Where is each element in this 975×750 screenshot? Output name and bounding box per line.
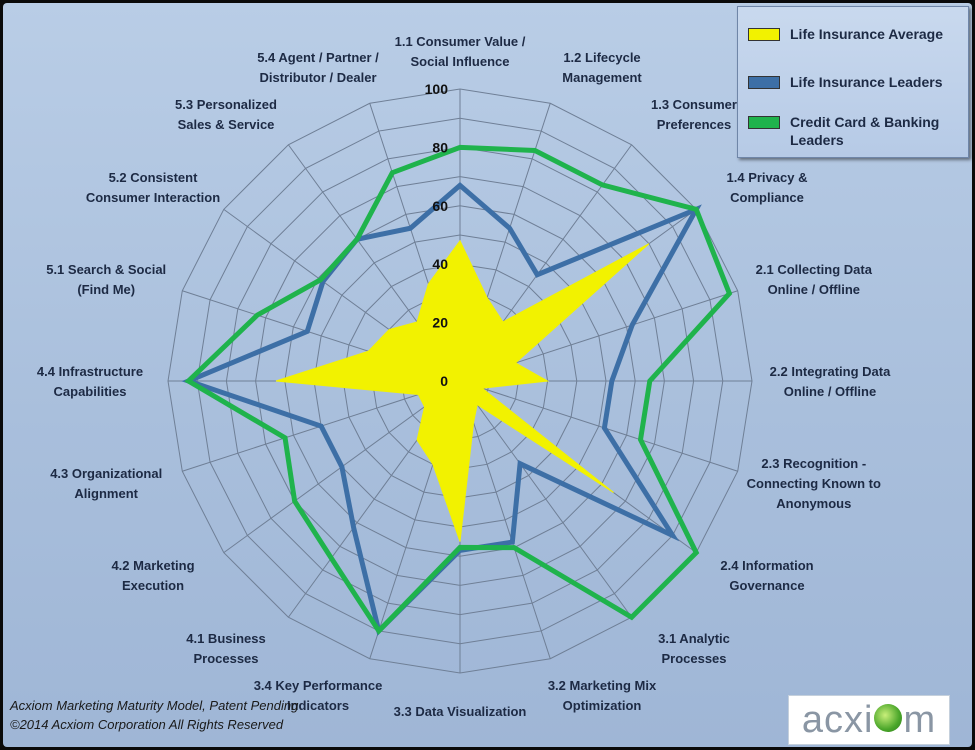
axis-label-line: 1.4 Privacy & <box>727 170 808 185</box>
axis-labels: 1.1 Consumer Value / Social Influence 1.2 … <box>37 34 891 719</box>
axis-label-line: 5.1 Search & Social <box>46 262 166 277</box>
axis-label-14: 4.2 Marketing Execution <box>111 558 194 593</box>
tick-label-80: 80 <box>432 139 448 155</box>
legend-item-average: Life Insurance Average <box>748 25 970 43</box>
tick-label-0: 0 <box>440 373 448 389</box>
axis-label-line: 1.2 Lifecycle <box>563 50 640 65</box>
legend: Life Insurance Average Life Insurance Le… <box>737 6 969 158</box>
axis-label-line: Distributor / Dealer <box>259 70 376 85</box>
legend-swatch-leaders <box>748 76 780 89</box>
axis-label-line: Connecting Known to <box>747 476 881 491</box>
legend-label-leaders: Life Insurance Leaders <box>790 74 943 90</box>
axis-label-10: 3.2 Marketing Mix Optimization <box>548 678 657 713</box>
axis-label-3: 1.3 Consumer Preferences <box>651 97 737 132</box>
axis-label-line: 5.4 Agent / Partner / <box>257 50 379 65</box>
grid-spoke-7 <box>459 380 738 472</box>
axis-label-line: Preferences <box>657 117 731 132</box>
axis-label-2: 1.2 Lifecycle Management <box>562 50 642 85</box>
axis-label-4: 1.4 Privacy & Compliance <box>727 170 808 205</box>
legend-swatch-banking <box>748 116 780 129</box>
legend-label-banking: Credit Card & Banking Leaders <box>790 114 940 148</box>
axis-label-line: 5.3 Personalized <box>175 97 277 112</box>
footer-line-model: Acxiom Marketing Maturity Model, Patent … <box>10 698 299 713</box>
axis-label-line: 4.1 Business <box>186 631 266 646</box>
axis-label-1: 1.1 Consumer Value / Social Influence <box>395 34 526 69</box>
radar-series <box>181 144 733 636</box>
axis-label-line: 4.2 Marketing <box>111 558 194 573</box>
logo-text-post: m <box>903 698 937 741</box>
axis-label-15: 4.3 Organizational Alignment <box>50 466 162 501</box>
axis-label-18: 5.2 Consistent Consumer Interaction <box>86 170 220 205</box>
axis-label-line: Sales & Service <box>178 117 275 132</box>
axis-label-line: Alignment <box>74 486 138 501</box>
axis-label-line: 3.1 Analytic <box>658 631 730 646</box>
axis-label-line: Consumer Interaction <box>86 190 220 205</box>
acxiom-logo: acxi m <box>788 695 950 745</box>
axis-label-line: 5.2 Consistent <box>109 170 199 185</box>
axis-label-line: Anonymous <box>776 496 851 511</box>
axis-label-20: 5.4 Agent / Partner / Distributor / Deale… <box>257 50 379 85</box>
axis-label-line: 3.2 Marketing Mix <box>548 678 657 693</box>
axis-label-line: 2.1 Collecting Data <box>756 262 873 277</box>
axis-label-line: 3.3 Data Visualization <box>394 704 527 719</box>
axis-label-9: 3.1 Analytic Processes <box>658 631 730 666</box>
axis-label-7: 2.3 Recognition - Connecting Known to Anon… <box>747 456 881 511</box>
radial-ticks: 0 20 40 60 80 100 <box>425 81 449 389</box>
axis-label-17: 5.1 Search & Social (Find Me) <box>46 262 166 297</box>
axis-label-line: Management <box>562 70 642 85</box>
grid-spoke-10 <box>459 380 551 659</box>
axis-label-line: 1.1 Consumer Value / <box>395 34 526 49</box>
axis-label-13: 4.1 Business Processes <box>186 631 266 666</box>
series-area-average <box>275 239 650 542</box>
axis-label-line: 3.4 Key Performance <box>254 678 383 693</box>
legend-item-leaders: Life Insurance Leaders <box>748 73 970 91</box>
axis-label-line: 4.4 Infrastructure <box>37 364 143 379</box>
axis-label-5: 2.1 Collecting Data Online / Offline <box>756 262 873 297</box>
footer-line-copyright: ©2014 Acxiom Corporation All Rights Rese… <box>10 717 284 732</box>
axis-label-line: 2.2 Integrating Data <box>770 364 891 379</box>
axis-label-line: Indicators <box>287 698 349 713</box>
axis-label-line: 4.3 Organizational <box>50 466 162 481</box>
axis-label-line: Processes <box>661 651 726 666</box>
tick-label-60: 60 <box>432 198 448 214</box>
axis-label-line: Social Influence <box>411 54 510 69</box>
axis-label-8: 2.4 Information Governance <box>720 558 813 593</box>
legend-label-average: Life Insurance Average <box>790 26 944 42</box>
axis-label-11: 3.3 Data Visualization <box>394 704 527 719</box>
tick-label-100: 100 <box>425 81 449 97</box>
axis-label-line: Online / Offline <box>784 384 876 399</box>
globe-icon <box>874 704 903 732</box>
axis-label-line: Processes <box>193 651 258 666</box>
axis-label-line: (Find Me) <box>77 282 135 297</box>
footer: Acxiom Marketing Maturity Model, Patent … <box>10 696 298 734</box>
axis-label-line: Optimization <box>563 698 642 713</box>
axis-label-line: Compliance <box>730 190 804 205</box>
legend-swatch-average <box>748 28 780 41</box>
axis-label-line: 2.3 Recognition - <box>761 456 866 471</box>
tick-label-20: 20 <box>432 315 448 331</box>
axis-label-line: Governance <box>729 578 804 593</box>
series-line-banking <box>184 144 733 635</box>
logo-text-pre: acxi <box>801 698 874 741</box>
grid-spoke-9 <box>459 380 633 618</box>
axis-label-line: Online / Offline <box>768 282 860 297</box>
axis-label-12: 3.4 Key Performance Indicators <box>254 678 383 713</box>
axis-label-19: 5.3 Personalized Sales & Service <box>175 97 277 132</box>
axis-label-line: 2.4 Information <box>720 558 813 573</box>
axis-label-line: 1.3 Consumer <box>651 97 737 112</box>
axis-label-16: 4.4 Infrastructure Capabilities <box>37 364 143 399</box>
tick-label-40: 40 <box>432 256 448 272</box>
axis-label-line: Execution <box>122 578 184 593</box>
axis-label-line: Capabilities <box>54 384 127 399</box>
legend-item-banking: Credit Card & Banking Leaders <box>748 113 970 149</box>
axis-label-6: 2.2 Integrating Data Online / Offline <box>770 364 891 399</box>
